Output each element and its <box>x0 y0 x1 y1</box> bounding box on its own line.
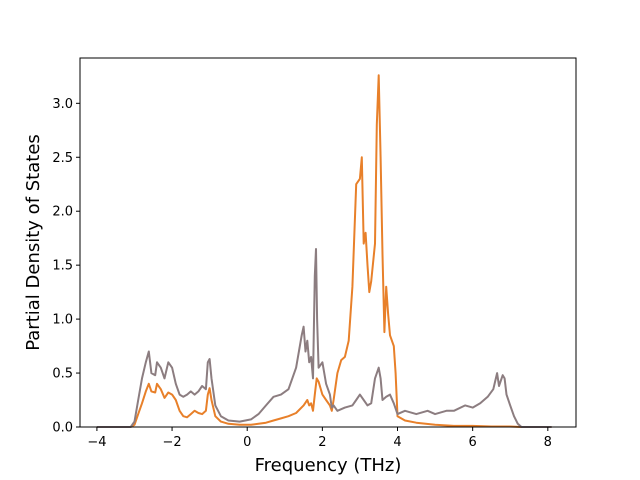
x-tick-label: −2 <box>162 435 181 450</box>
y-tick-label: 0.0 <box>52 421 73 436</box>
y-tick-label: 0.5 <box>52 367 73 382</box>
x-tick-label: 8 <box>544 435 552 450</box>
series-line-1 <box>96 74 552 428</box>
y-axis-ticks: 0.0 0.5 1.0 1.5 2.0 2.5 3.0 <box>52 97 80 436</box>
x-tick-label: −4 <box>87 435 106 450</box>
x-tick-label: 0 <box>243 435 251 450</box>
x-tick-label: 2 <box>318 435 326 450</box>
y-tick-label: 1.0 <box>52 313 73 328</box>
y-axis-label: Partial Density of States <box>23 134 44 351</box>
plot-frame <box>79 57 577 428</box>
plot-lines <box>96 74 552 428</box>
y-tick-label: 2.0 <box>52 205 73 220</box>
x-axis-ticks: −4 −2 0 2 4 6 8 <box>87 427 552 450</box>
y-tick-label: 3.0 <box>52 97 73 112</box>
x-axis-label: Frequency (THz) <box>255 455 402 476</box>
y-tick-label: 1.5 <box>52 259 73 274</box>
x-tick-label: 6 <box>469 435 477 450</box>
y-tick-label: 2.5 <box>52 151 73 166</box>
x-tick-label: 4 <box>393 435 401 450</box>
series-line-2 <box>96 248 552 428</box>
